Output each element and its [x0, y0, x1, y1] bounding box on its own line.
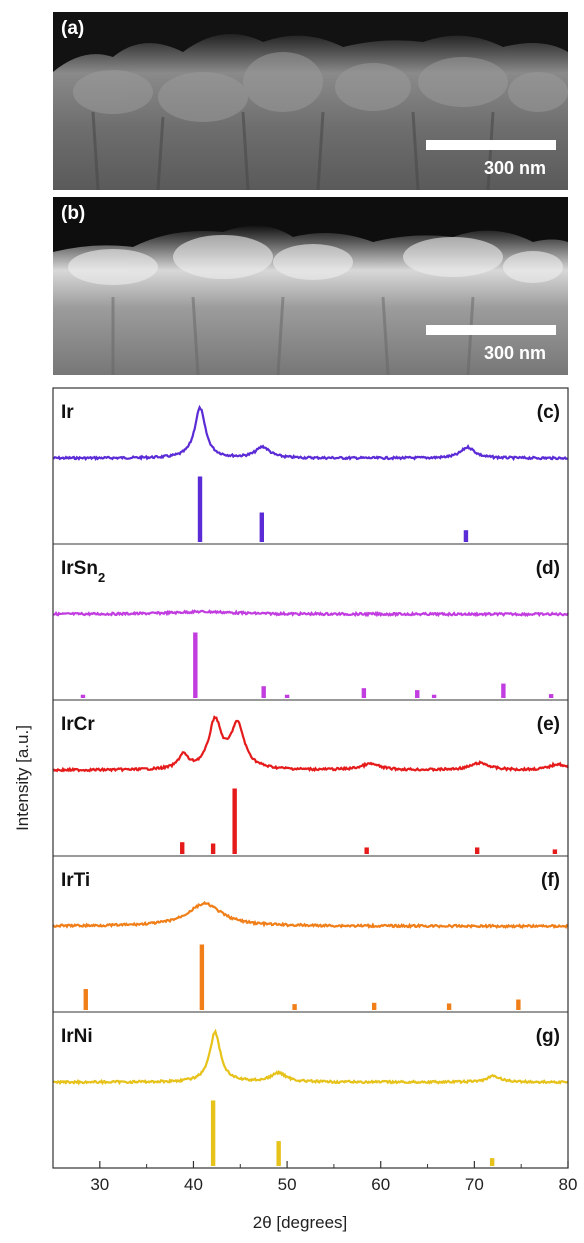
- x-tick-label-80: 80: [559, 1175, 578, 1194]
- sample-name-1: IrSn2: [61, 558, 105, 585]
- panel-label-1: (d): [536, 558, 560, 579]
- reference-peak-ircr-3: [364, 847, 369, 854]
- sem-texture-b: [53, 197, 568, 375]
- reference-peak-ir-1: [259, 512, 265, 542]
- reference-peak-ir-2: [463, 530, 469, 542]
- reference-peak-ircr-1: [210, 843, 216, 854]
- reference-peak-irsn-8: [548, 694, 554, 698]
- reference-peak-irti-1: [199, 944, 205, 1010]
- reference-peak-irti-4: [446, 1003, 452, 1010]
- reference-peak-irni-2: [489, 1158, 495, 1166]
- x-tick-label-40: 40: [184, 1175, 203, 1194]
- reference-peak-ir-0: [197, 476, 203, 542]
- pattern-line-irni: [52, 1028, 569, 1086]
- sem-micrograph-a: (a) 300 nm: [53, 12, 568, 190]
- sem-texture-a: [53, 12, 568, 190]
- reference-peak-ircr-2: [232, 788, 237, 854]
- pattern-line-ircr: [52, 715, 569, 773]
- reference-peak-irsn-0: [80, 694, 86, 698]
- pattern-line-ir: [52, 404, 569, 462]
- reference-peak-irni-1: [276, 1141, 281, 1166]
- pattern-line-irti: [52, 900, 569, 930]
- scale-bar-text-b: 300 nm: [483, 343, 546, 363]
- x-tick-label-60: 60: [371, 1175, 390, 1194]
- sample-name-4: IrNi: [61, 1026, 93, 1047]
- scale-bar-a: [426, 140, 556, 150]
- panel-label-3: (f): [541, 870, 560, 891]
- x-tick-label-50: 50: [278, 1175, 297, 1194]
- reference-peak-irti-3: [371, 1002, 377, 1010]
- reference-peak-ircr-4: [474, 847, 480, 854]
- panel-label-4: (g): [536, 1026, 560, 1047]
- scale-bar-text-a: 300 nm: [483, 158, 546, 178]
- x-tick-label-70: 70: [465, 1175, 484, 1194]
- panel-label-0: (c): [537, 402, 560, 423]
- reference-peak-irsn-3: [284, 694, 290, 698]
- sample-name-3: IrTi: [61, 870, 90, 891]
- reference-peak-irsn-7: [501, 683, 506, 698]
- panel-label-2: (e): [537, 714, 560, 735]
- reference-peak-ircr-5: [552, 849, 558, 854]
- reference-peak-irsn-6: [431, 694, 437, 698]
- scale-bar-b: [426, 325, 556, 335]
- pattern-line-irsn: [52, 609, 569, 618]
- reference-peak-irsn-4: [361, 688, 367, 698]
- reference-peak-irni-0: [210, 1100, 216, 1166]
- reference-peak-ircr-0: [180, 842, 185, 854]
- reference-peak-irti-0: [83, 989, 88, 1010]
- reference-peak-irsn-1: [193, 632, 198, 698]
- xrd-chart: Ir (c) IrSn2 (d) IrCr (e) IrTi (f) IrNi (g) 30 40 50…: [52, 387, 578, 1194]
- panel-label-a: (a): [61, 18, 85, 39]
- reference-peak-irsn-5: [415, 690, 420, 698]
- y-axis-label: Intensity [a.u.]: [13, 725, 32, 831]
- x-tick-label-30: 30: [90, 1175, 109, 1194]
- plot-frame: [52, 387, 569, 1169]
- reference-peak-irsn-2: [261, 686, 266, 698]
- reference-peak-irti-5: [516, 999, 521, 1010]
- reference-peak-irti-2: [292, 1004, 297, 1010]
- sample-name-0: Ir: [61, 402, 74, 423]
- sample-name-2: IrCr: [61, 714, 95, 735]
- panel-label-b: (b): [61, 203, 86, 224]
- x-axis-label: 2θ [degrees]: [252, 1213, 348, 1232]
- sem-micrograph-b: (b) 300 nm: [53, 197, 568, 375]
